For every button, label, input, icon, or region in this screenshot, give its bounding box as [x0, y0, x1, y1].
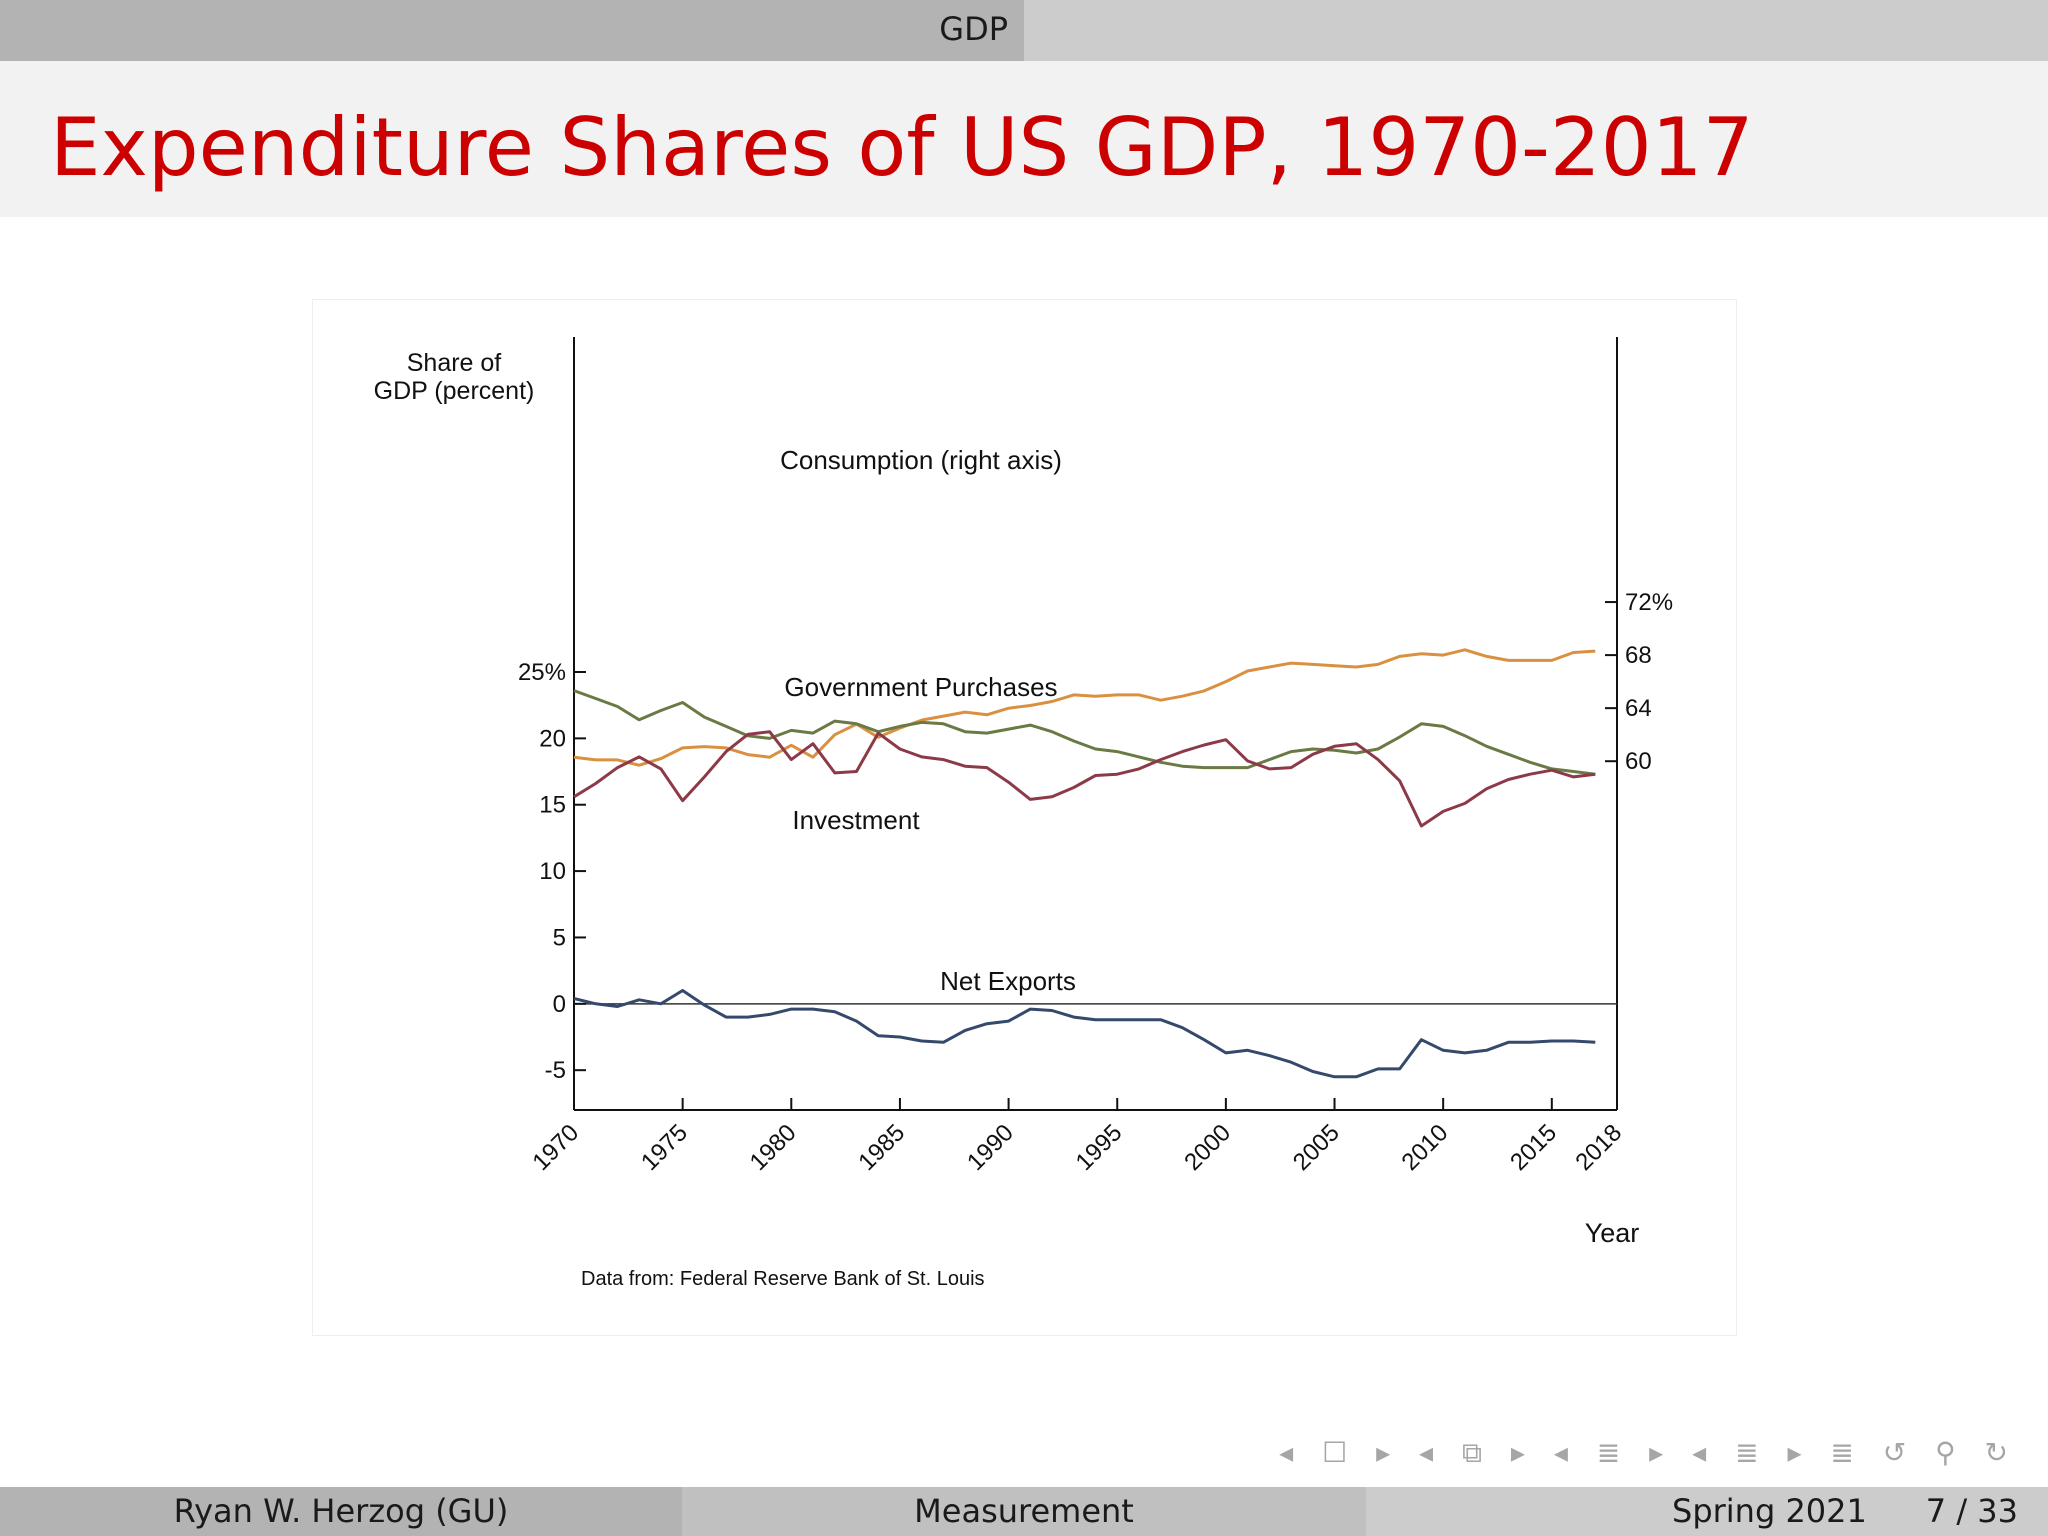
top-section-bar: GDP — [0, 0, 2048, 61]
slide-title: Expenditure Shares of US GDP, 1970-2017 — [50, 101, 1754, 194]
annotation-consumption: Consumption (right axis) — [780, 445, 1062, 475]
slide-title-bar: Expenditure Shares of US GDP, 1970-2017 — [0, 61, 2048, 217]
right-tick-label: 60 — [1625, 748, 1652, 775]
x-tick-label: 1975 — [636, 1119, 693, 1176]
y-axis-title-line: Share of — [407, 349, 502, 377]
right-tick-label: 68 — [1625, 642, 1652, 669]
x-tick-label: 1985 — [853, 1119, 910, 1176]
x-tick-label: 2018 — [1570, 1119, 1627, 1176]
footer-author: Ryan W. Herzog (GU) — [0, 1487, 682, 1536]
x-tick-label: 2010 — [1397, 1119, 1454, 1176]
top-bar-right — [1024, 0, 2048, 61]
x-tick-label: 1990 — [962, 1119, 1019, 1176]
section-title[interactable]: GDP — [939, 10, 1008, 48]
x-tick-label: 2000 — [1179, 1119, 1236, 1176]
left-tick-label: 15 — [539, 792, 566, 819]
figure-frame — [312, 299, 1737, 1336]
series-layer — [573, 648, 1596, 1079]
x-tick-label: 1970 — [527, 1119, 584, 1176]
x-tick-label: 1995 — [1071, 1119, 1128, 1176]
left-tick-label: 0 — [553, 991, 566, 1018]
beamer-navigation-icons[interactable]: ◂ ☐ ▸ ◂ ⧉ ▸ ◂ ≣ ▸ ◂ ≣ ▸ ≣ ↺ ⚲ ↻ — [1279, 1436, 2018, 1469]
y-axis-title-line: GDP (percent) — [374, 377, 535, 405]
axes-layer — [573, 337, 1618, 1111]
left-tick-label: -5 — [545, 1057, 566, 1084]
footer-date: Spring 2021 — [1672, 1492, 1867, 1530]
series-line-consumption — [573, 648, 1596, 767]
x-tick-label: 1980 — [745, 1119, 802, 1176]
series-line-investment — [573, 730, 1596, 828]
annotation-government: Government Purchases — [784, 672, 1057, 702]
series-line-government — [573, 689, 1596, 776]
annotation-net-exports: Net Exports — [940, 966, 1076, 996]
footer-topic: Measurement — [682, 1487, 1366, 1536]
series-line-net_exports — [573, 989, 1596, 1079]
x-tick-label: 2015 — [1505, 1119, 1562, 1176]
left-tick-label: 20 — [539, 725, 566, 752]
footer-bar: Ryan W. Herzog (GU) Measurement Spring 2… — [0, 1487, 2048, 1536]
right-tick-label: 72% — [1625, 589, 1673, 616]
left-tick-label: 5 — [553, 924, 566, 951]
x-tick-label: 2005 — [1288, 1119, 1345, 1176]
footer-right: Spring 2021 7 / 33 — [1366, 1487, 2048, 1536]
source-note: Data from: Federal Reserve Bank of St. L… — [581, 1268, 985, 1290]
right-tick-label: 64 — [1625, 695, 1652, 722]
annotation-investment: Investment — [792, 805, 920, 835]
left-tick-label: 10 — [539, 858, 566, 885]
left-tick-label: 25% — [518, 659, 566, 686]
x-axis-title: Year — [1585, 1218, 1640, 1248]
footer-page-number: 7 / 33 — [1925, 1492, 2018, 1530]
top-bar-left: GDP — [0, 0, 1024, 61]
